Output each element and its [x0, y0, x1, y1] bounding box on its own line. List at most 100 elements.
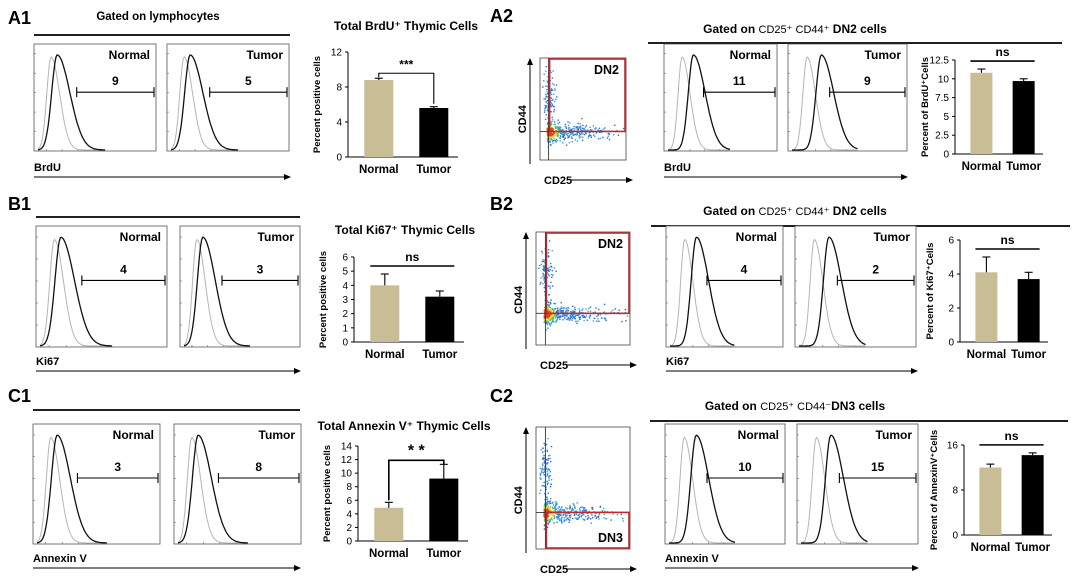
dotplot-event	[549, 104, 552, 106]
dotplot-event	[555, 84, 558, 86]
dotplot-event	[543, 73, 545, 75]
dotplot-event	[582, 518, 584, 520]
dotplot-event	[543, 458, 545, 460]
dotplot-event	[553, 515, 556, 517]
dotplot-event	[578, 317, 580, 319]
dotplot-event	[548, 316, 550, 318]
bar-normal	[979, 467, 1002, 535]
dotplot-event	[556, 310, 558, 312]
bar-normal	[975, 272, 998, 342]
dotplot-event	[565, 127, 568, 130]
dotplot-event	[560, 302, 562, 304]
dotplot-event	[550, 92, 552, 94]
dotplot-event	[554, 88, 556, 90]
dotplot-event	[617, 134, 620, 136]
dotplot-event	[591, 506, 594, 509]
dotplot-event	[592, 131, 594, 133]
dotplot-event	[614, 308, 616, 310]
histogram-condition-label: Tumor	[876, 428, 913, 442]
category-label: Normal	[359, 164, 399, 176]
dotplot-event	[564, 510, 566, 512]
dotplot-event	[554, 302, 557, 305]
dotplot-event	[544, 118, 547, 121]
dotplot-event	[546, 508, 548, 511]
dotplot-event	[548, 306, 550, 308]
dotplot-event	[592, 516, 594, 519]
dotplot-event	[574, 309, 577, 311]
dotplot-event	[585, 124, 588, 127]
dotplot-event	[594, 128, 596, 130]
dotplot-event	[563, 509, 566, 511]
dotplot-event	[578, 517, 580, 519]
dotplot-event	[544, 462, 546, 465]
dotplot-event	[563, 520, 565, 523]
dotplot-event	[543, 269, 545, 272]
dotplot-event	[542, 471, 545, 474]
dotplot-event	[553, 123, 555, 126]
dotplot-event	[584, 133, 586, 136]
dotplot-event	[554, 308, 556, 310]
dotplot-event	[582, 124, 584, 127]
chart-title: Total BrdU⁺ Thymic Cells	[334, 19, 478, 33]
dotplot-event	[588, 516, 590, 519]
dotplot-event	[547, 458, 549, 460]
dotplot-event	[576, 314, 578, 316]
dotplot-event	[574, 310, 576, 313]
dotplot-event	[553, 522, 555, 524]
dotplot-event	[567, 310, 569, 312]
dotplot-event	[541, 470, 543, 472]
dotplot-event	[554, 505, 556, 508]
marker-axis-label: Ki67	[36, 356, 59, 368]
dotplot-event	[579, 125, 581, 128]
category-label: Tumor	[422, 349, 457, 361]
dotplot-event	[561, 506, 563, 508]
dotplot-event	[550, 93, 553, 96]
dotplot-event	[542, 451, 544, 453]
dotplot-event	[589, 126, 591, 129]
dotplot-event	[604, 127, 606, 129]
dotplot-event	[560, 131, 562, 134]
dotplot-event	[552, 133, 554, 135]
category-label: Normal	[967, 349, 1007, 361]
dotplot-event	[543, 309, 546, 311]
dotplot-event	[583, 508, 585, 511]
dotplot-event	[545, 329, 547, 331]
dotplot-event	[565, 311, 567, 313]
dotplot-event	[558, 506, 561, 508]
dotplot-event	[544, 104, 546, 107]
marker-axis-label: BrdU	[34, 162, 61, 174]
dotplot-event	[590, 518, 592, 520]
dotplot-event	[553, 140, 555, 142]
dotplot-event	[562, 307, 564, 310]
dotplot-event	[575, 510, 577, 512]
C2-dotplot: DN3 CD44 CD25	[513, 426, 637, 576]
dotplot-event	[589, 129, 591, 131]
dotplot-event	[546, 99, 549, 102]
dotplot-event	[548, 318, 550, 320]
dotplot-event	[576, 128, 578, 130]
category-label: Tumor	[1011, 349, 1046, 361]
dotplot-event	[557, 507, 559, 509]
dotplot-event	[541, 260, 544, 263]
dotplot-event	[588, 135, 590, 137]
population-gate	[545, 232, 630, 315]
dotplot-event	[556, 126, 559, 128]
y-tick-label: 10	[341, 469, 353, 480]
dotplot-event	[561, 311, 563, 313]
dotplot-event	[563, 517, 565, 519]
dotplot-event	[602, 128, 604, 130]
y-tick-label: 6	[342, 253, 348, 264]
significance-label: ns	[1001, 233, 1015, 247]
dotplot-event	[560, 310, 562, 312]
dotplot-event	[565, 307, 567, 310]
dotplot-event	[550, 71, 553, 74]
dotplot-event	[539, 283, 541, 285]
dotplot-event	[546, 128, 549, 130]
histogram-frame	[665, 225, 784, 348]
dotplot-event	[544, 281, 546, 284]
dotplot-event	[566, 314, 568, 316]
dotplot-event	[613, 134, 615, 136]
dotplot-event	[547, 468, 550, 470]
bar-chart-B1: 0 1 2 3 4 5 6 Percent positive cells Normal Tumor…	[318, 223, 475, 361]
y-axis-arrowhead	[523, 232, 529, 239]
